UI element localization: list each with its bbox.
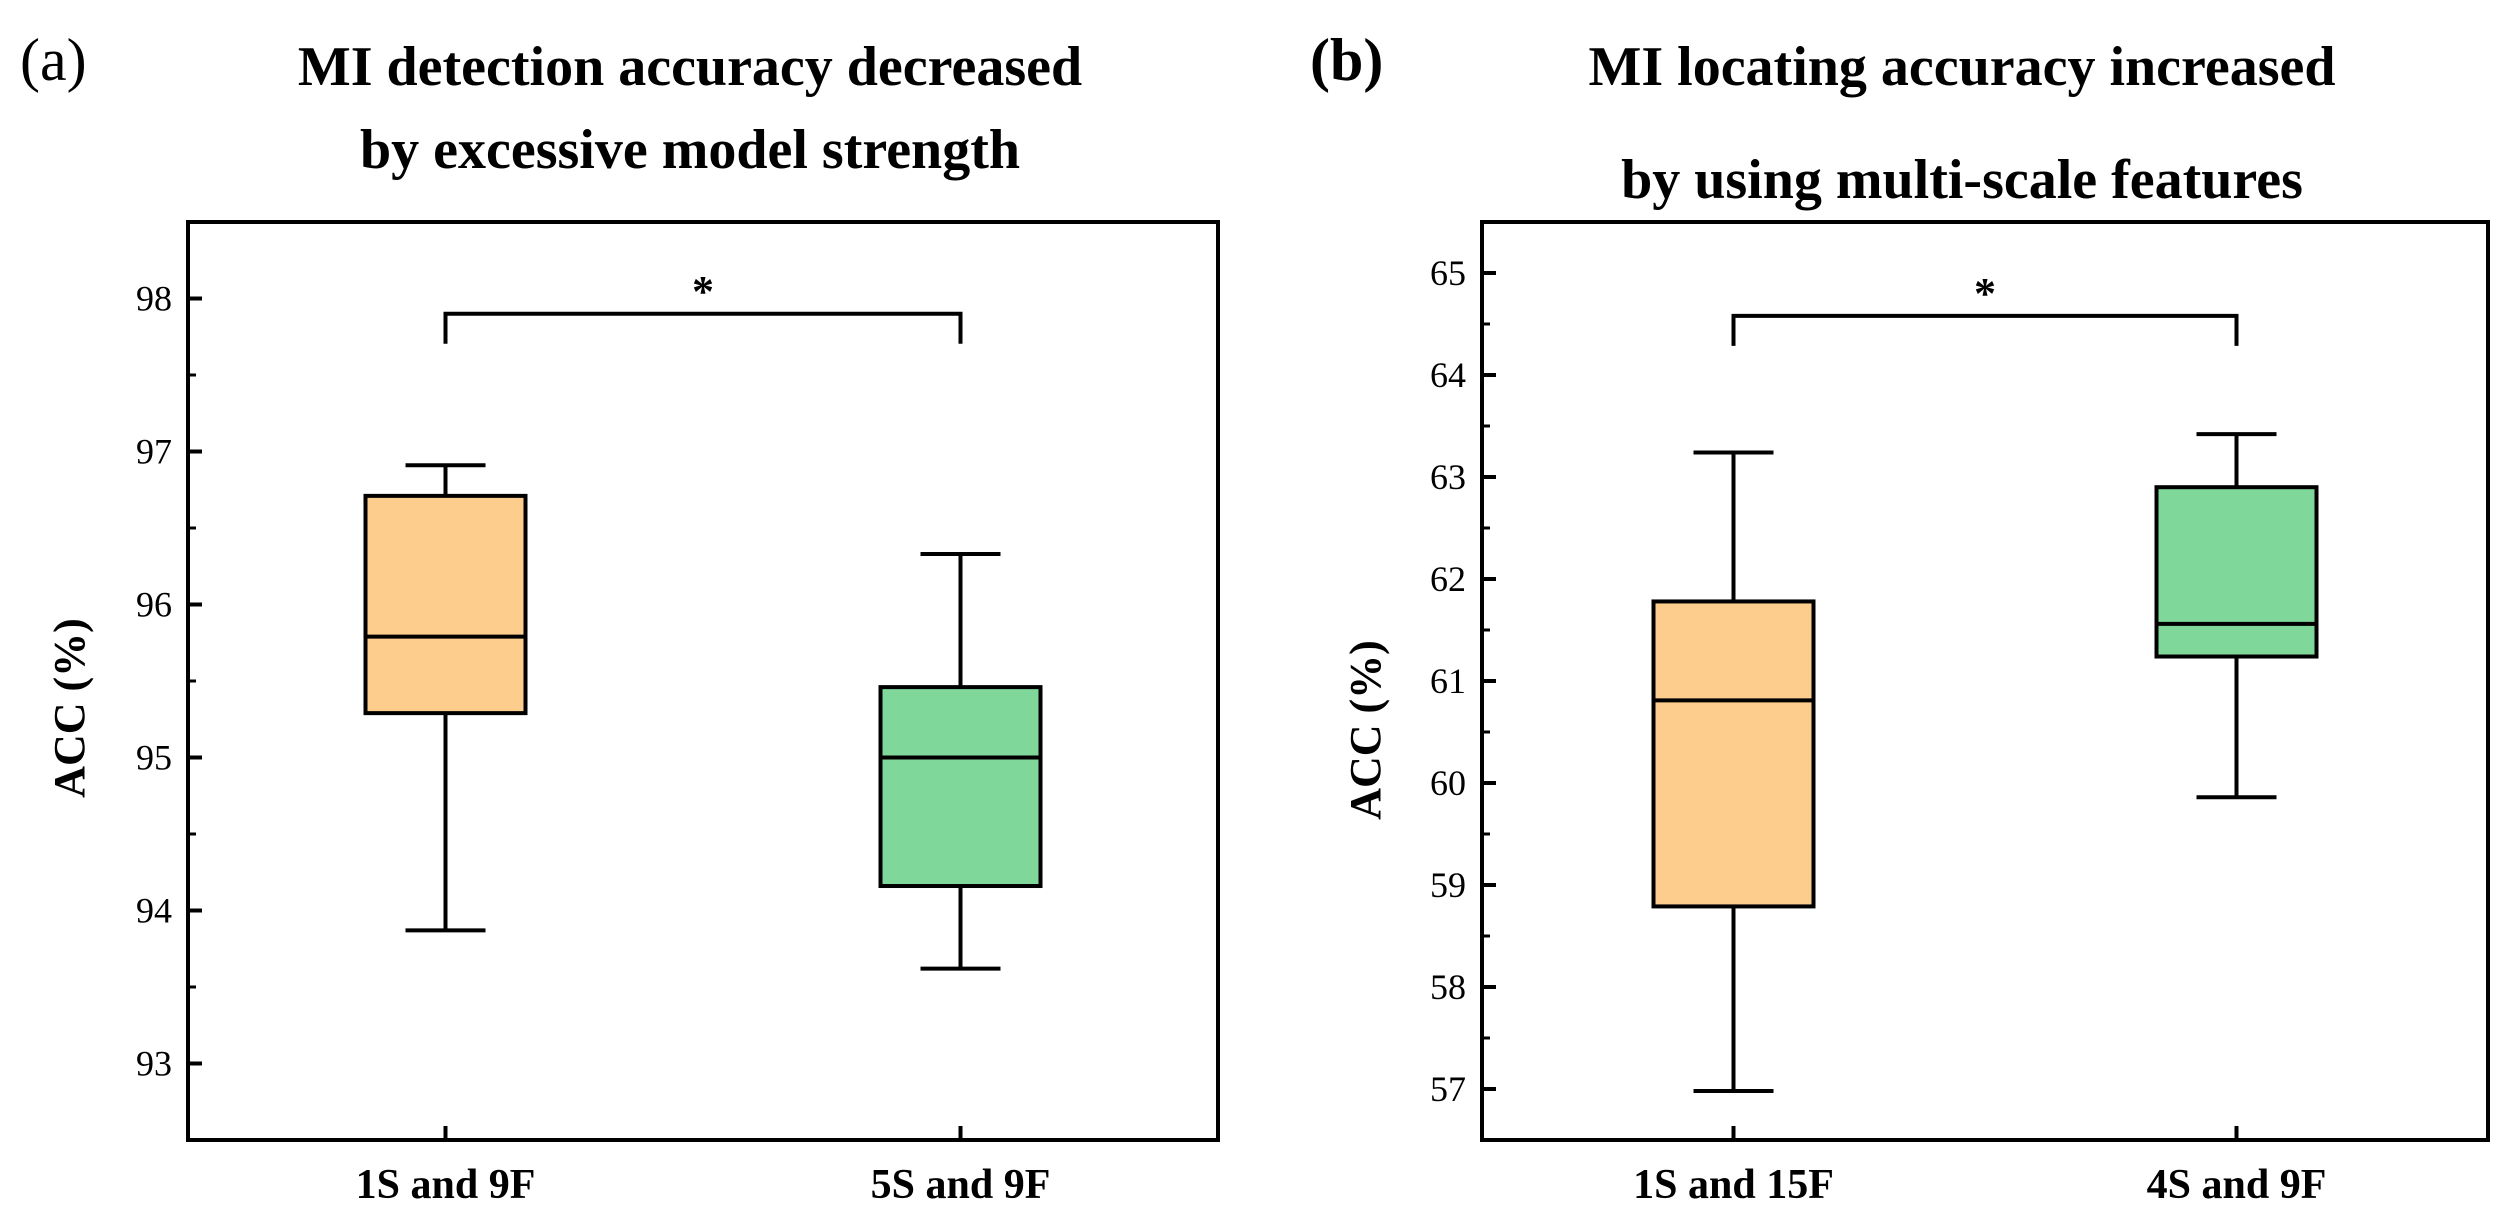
y-tick-label-a: 97: [136, 432, 172, 472]
panel-b: (b) MI locating accuracy increased by us…: [1310, 27, 2490, 1208]
y-tick-label-b: 58: [1430, 967, 1466, 1007]
iqr-box: [363, 493, 528, 716]
plot-frame-a: [186, 220, 1220, 1142]
y-tick-label-b: 63: [1430, 457, 1466, 497]
panel-a: (a) MI detection accuracy decreased by e…: [20, 27, 1220, 1208]
panel-label-b: (b): [1310, 27, 1383, 93]
y-tick-label-b: 61: [1430, 661, 1466, 701]
y-axis-label-a: ACC (%): [45, 618, 94, 798]
significance-bracket-b: [1731, 313, 2239, 346]
iqr-box: [2154, 485, 2319, 659]
iqr-box: [878, 685, 1043, 889]
x-category-label-b: 1S and 15F: [1633, 1162, 1834, 1208]
plot-frame-b: [1480, 220, 2490, 1142]
significance-star-b: *: [1974, 269, 1996, 318]
iqr-box: [1651, 599, 1816, 909]
title-b-line-1: MI locating accuracy increased: [1588, 36, 2335, 98]
y-tick-label-b: 65: [1430, 253, 1466, 293]
y-tick-label-b: 59: [1430, 865, 1466, 905]
y-tick-label-b: 64: [1430, 355, 1466, 395]
y-tick-label-a: 95: [136, 738, 172, 778]
y-tick-label-b: 57: [1430, 1069, 1466, 1109]
y-tick-label-a: 93: [136, 1044, 172, 1084]
x-category-label-b: 4S and 9F: [2147, 1162, 2327, 1208]
y-tick-label-a: 96: [136, 585, 172, 625]
panel-label-a: (a): [20, 27, 87, 93]
y-tick-label-a: 94: [136, 891, 172, 931]
y-tick-label-b: 60: [1430, 763, 1466, 803]
significance-star-a: *: [692, 267, 714, 316]
title-a-line-1: MI detection accuracy decreased: [298, 36, 1082, 98]
y-axis-label-b: ACC (%): [1341, 640, 1390, 820]
box-b-1: [1651, 450, 1816, 1094]
title-b-line-2: by using multi-scale features: [1621, 149, 2303, 211]
y-tick-label-a: 98: [136, 279, 172, 319]
box-a-2: [878, 552, 1043, 971]
x-category-label-a: 5S and 9F: [871, 1162, 1051, 1208]
y-tick-label-b: 62: [1430, 559, 1466, 599]
box-a-1: [363, 463, 528, 933]
title-a-line-2: by excessive model strength: [360, 119, 1020, 181]
box-b-2: [2154, 432, 2319, 800]
plot-area-b: 57 58 59 60 61 62 63 64 65 1S and 15F 4S and 9F *: [1430, 220, 2490, 1208]
plot-area-a: 93 94 95 96 97 98 1S and 9F 5S and 9F *: [136, 220, 1220, 1208]
significance-bracket-a: [443, 311, 963, 344]
x-category-label-a: 1S and 9F: [356, 1162, 536, 1208]
